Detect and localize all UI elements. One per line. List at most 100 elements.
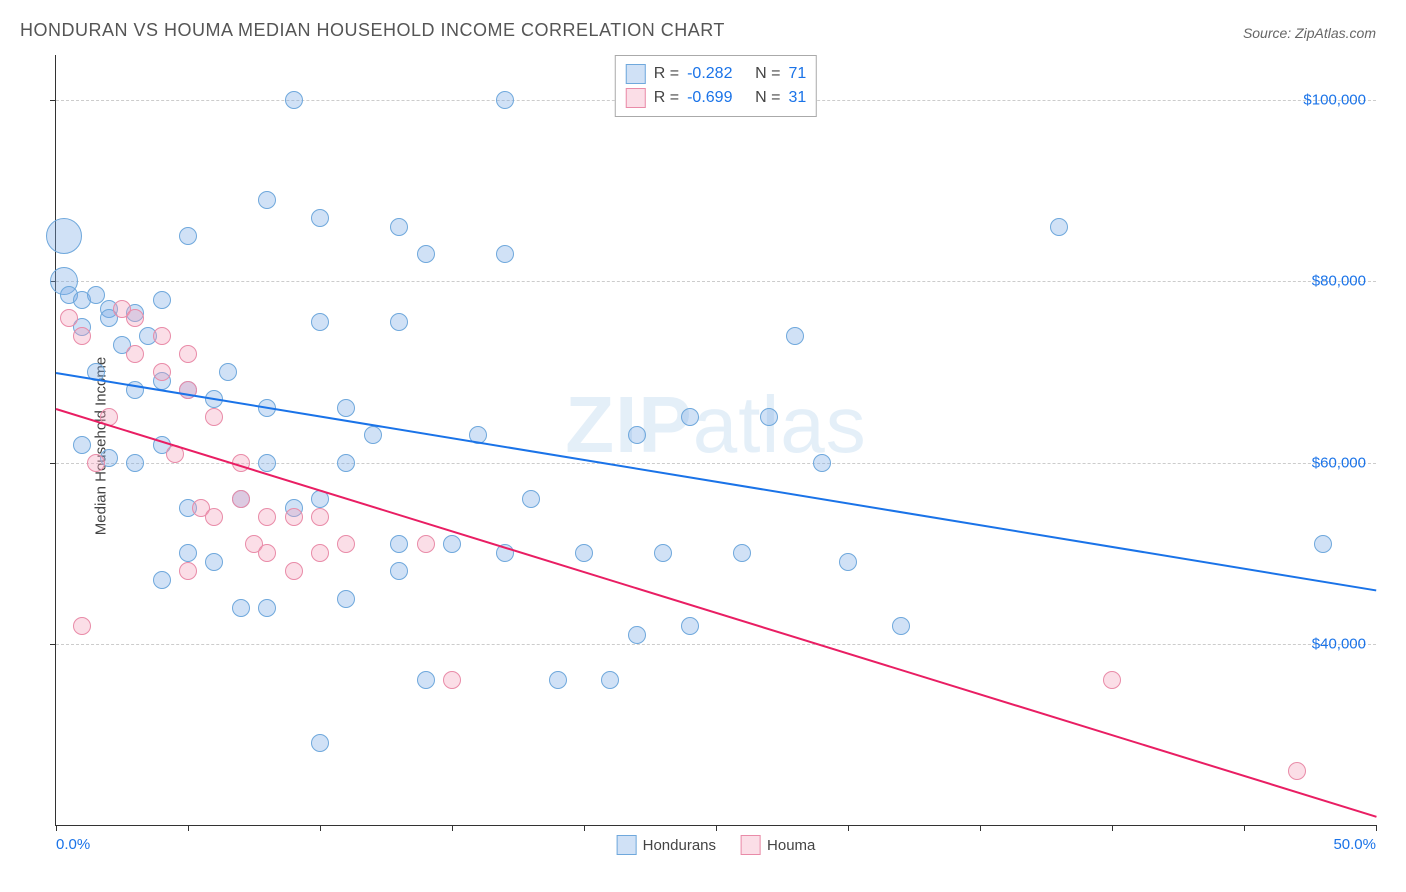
- data-point: [205, 408, 223, 426]
- data-point: [786, 327, 804, 345]
- data-point: [285, 91, 303, 109]
- gridline: [56, 463, 1376, 464]
- xtick-mark: [1244, 825, 1245, 831]
- data-point: [628, 626, 646, 644]
- data-point: [60, 309, 78, 327]
- chart-container: HONDURAN VS HOUMA MEDIAN HOUSEHOLD INCOM…: [0, 0, 1406, 892]
- data-point: [417, 535, 435, 553]
- data-point: [681, 617, 699, 635]
- data-point: [311, 544, 329, 562]
- data-point: [311, 313, 329, 331]
- data-point: [575, 544, 593, 562]
- ytick-label: $80,000: [1312, 273, 1366, 290]
- r-value-hondurans: -0.282: [687, 65, 747, 83]
- data-point: [153, 291, 171, 309]
- data-point: [496, 245, 514, 263]
- data-point: [219, 363, 237, 381]
- data-point: [285, 508, 303, 526]
- data-point: [126, 454, 144, 472]
- data-point: [258, 599, 276, 617]
- ytick-label: $60,000: [1312, 454, 1366, 471]
- swatch-houma: [626, 88, 646, 108]
- data-point: [549, 671, 567, 689]
- ytick-label: $100,000: [1303, 92, 1366, 109]
- gridline: [56, 644, 1376, 645]
- data-point: [205, 553, 223, 571]
- ytick-mark: [50, 100, 56, 101]
- trend-line: [56, 372, 1376, 591]
- data-point: [760, 408, 778, 426]
- data-point: [443, 535, 461, 553]
- r-value-houma: -0.699: [687, 89, 747, 107]
- data-point: [1288, 762, 1306, 780]
- legend-row-houma: R = -0.699 N = 31: [626, 86, 806, 110]
- data-point: [839, 553, 857, 571]
- data-point: [337, 535, 355, 553]
- data-point: [126, 309, 144, 327]
- swatch-hondurans: [626, 64, 646, 84]
- xtick-mark: [452, 825, 453, 831]
- xtick-mark: [716, 825, 717, 831]
- data-point: [258, 544, 276, 562]
- legend-swatch-houma: [741, 835, 761, 855]
- data-point: [390, 218, 408, 236]
- data-point: [337, 399, 355, 417]
- data-point: [126, 345, 144, 363]
- data-point: [73, 327, 91, 345]
- data-point: [153, 571, 171, 589]
- data-point: [73, 436, 91, 454]
- data-point: [496, 91, 514, 109]
- data-point: [153, 363, 171, 381]
- xtick-label: 0.0%: [56, 836, 90, 853]
- legend-row-hondurans: R = -0.282 N = 71: [626, 62, 806, 86]
- data-point: [285, 562, 303, 580]
- legend-series: Hondurans Houma: [617, 835, 816, 855]
- xtick-label: 50.0%: [1333, 836, 1376, 853]
- gridline: [56, 281, 1376, 282]
- data-point: [390, 562, 408, 580]
- data-point: [205, 508, 223, 526]
- xtick-mark: [980, 825, 981, 831]
- ytick-label: $40,000: [1312, 635, 1366, 652]
- data-point: [179, 345, 197, 363]
- xtick-mark: [56, 825, 57, 831]
- data-point: [232, 599, 250, 617]
- plot-area: ZIPatlas R = -0.282 N = 71 R = -0.699 N …: [55, 55, 1376, 826]
- data-point: [337, 454, 355, 472]
- ytick-mark: [50, 644, 56, 645]
- xtick-mark: [320, 825, 321, 831]
- legend-item-hondurans: Hondurans: [617, 835, 716, 855]
- data-point: [601, 671, 619, 689]
- n-value-houma: 31: [788, 89, 806, 107]
- data-point: [417, 245, 435, 263]
- xtick-mark: [848, 825, 849, 831]
- data-point: [153, 327, 171, 345]
- data-point: [258, 508, 276, 526]
- data-point: [1314, 535, 1332, 553]
- data-point: [733, 544, 751, 562]
- data-point: [179, 227, 197, 245]
- data-point: [628, 426, 646, 444]
- ytick-mark: [50, 463, 56, 464]
- data-point: [1050, 218, 1068, 236]
- data-point: [1103, 671, 1121, 689]
- data-point: [73, 617, 91, 635]
- xtick-mark: [1112, 825, 1113, 831]
- data-point: [258, 454, 276, 472]
- data-point: [681, 408, 699, 426]
- data-point: [654, 544, 672, 562]
- data-point: [443, 671, 461, 689]
- xtick-mark: [1376, 825, 1377, 831]
- data-point: [522, 490, 540, 508]
- data-point: [179, 544, 197, 562]
- legend-correlation: R = -0.282 N = 71 R = -0.699 N = 31: [615, 55, 817, 117]
- xtick-mark: [584, 825, 585, 831]
- data-point: [364, 426, 382, 444]
- data-point: [390, 535, 408, 553]
- data-point: [179, 562, 197, 580]
- data-point: [258, 191, 276, 209]
- xtick-mark: [188, 825, 189, 831]
- data-point: [390, 313, 408, 331]
- data-point: [232, 490, 250, 508]
- data-point: [311, 734, 329, 752]
